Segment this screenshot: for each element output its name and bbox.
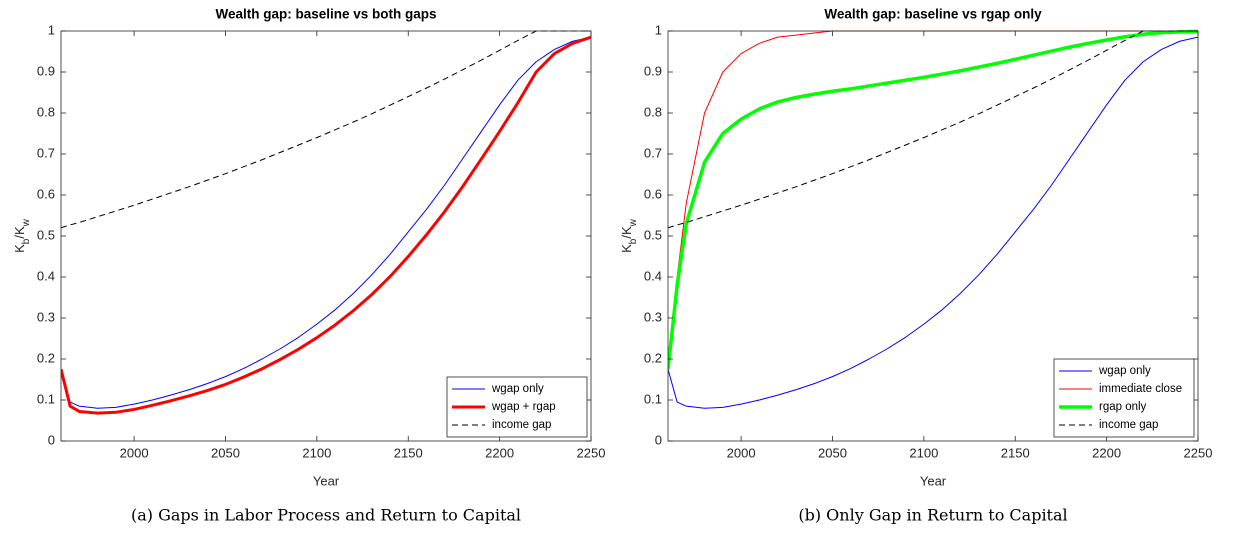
y-tick-label: 0.2 [37, 350, 55, 365]
y-tick-label: 0.7 [644, 145, 662, 160]
y-axis-label-part: /K [12, 226, 27, 239]
y-tick-label: 0.8 [644, 104, 662, 119]
y-axis-label-part: b [628, 238, 639, 244]
y-tick-label: 0.5 [644, 227, 662, 242]
legend-label: wgap only [491, 383, 544, 395]
y-tick-label: 0.3 [37, 309, 55, 324]
legend-label: wgap + rgap [491, 401, 556, 413]
y-tick-label: 0.6 [644, 186, 662, 201]
caption: (b) Only Gap in Return to Capital [798, 506, 1067, 525]
y-axis-label-part: b [21, 238, 32, 244]
x-tick-label: 2100 [909, 445, 938, 460]
y-axis-label-part: K [619, 244, 634, 253]
series-line [61, 35, 591, 415]
legend-box [1053, 358, 1195, 438]
y-tick-label: 0 [655, 432, 662, 447]
caption: (a) Gaps in Labor Process and Return to … [131, 506, 521, 525]
series-line [61, 36, 591, 409]
y-tick-label: 0.4 [644, 268, 662, 283]
x-tick-label: 2250 [577, 445, 606, 460]
x-tick-label: 2200 [485, 445, 514, 460]
y-axis-label-part: /K [619, 226, 634, 239]
y-tick-label: 0 [48, 432, 55, 447]
y-axis-label: Kb/Kw [619, 218, 638, 253]
x-tick-label: 2200 [1092, 445, 1121, 460]
y-tick-label: 1 [48, 22, 55, 37]
y-axis-label-part: w [628, 218, 639, 227]
y-axis-label-part: K [12, 244, 27, 253]
y-tick-label: 0.7 [37, 145, 55, 160]
legend-label: rgap only [1099, 401, 1147, 413]
x-tick-label: 2050 [211, 445, 240, 460]
x-tick-label: 2150 [394, 445, 423, 460]
series-line [668, 29, 1198, 370]
series-line [668, 30, 1198, 229]
y-tick-label: 0.2 [644, 350, 662, 365]
chart-title: Wealth gap: baseline vs rgap only [824, 7, 1042, 22]
y-tick-label: 0.6 [37, 186, 55, 201]
legend-label: immediate close [1099, 383, 1182, 395]
y-axis-label-part: w [21, 218, 32, 227]
x-axis-label: Year [920, 473, 947, 488]
x-tick-label: 2000 [120, 445, 149, 460]
series-line [61, 30, 591, 229]
x-axis-label: Year [313, 473, 340, 488]
x-tick-label: 2100 [302, 445, 331, 460]
y-tick-label: 0.1 [644, 391, 662, 406]
series-line [668, 36, 1198, 409]
x-tick-label: 2250 [1184, 445, 1213, 460]
chart-title: Wealth gap: baseline vs both gaps [215, 7, 436, 22]
legend-label: wgap only [1098, 365, 1151, 377]
y-tick-label: 0.8 [37, 104, 55, 119]
y-tick-label: 0.9 [37, 63, 55, 78]
y-tick-label: 0.9 [644, 63, 662, 78]
y-tick-label: 0.1 [37, 391, 55, 406]
y-tick-label: 0.3 [644, 309, 662, 324]
y-tick-label: 0.5 [37, 227, 55, 242]
plot-area [61, 30, 591, 415]
x-tick-label: 2000 [727, 445, 756, 460]
legend-label: income gap [1099, 419, 1158, 431]
legend-label: income gap [492, 419, 551, 431]
series-line [668, 30, 1198, 370]
x-tick-label: 2150 [1001, 445, 1030, 460]
x-tick-label: 2050 [818, 445, 847, 460]
y-tick-label: 1 [655, 22, 662, 37]
y-axis-label: Kb/Kw [12, 218, 31, 253]
plot-area [668, 29, 1198, 409]
y-tick-label: 0.4 [37, 268, 55, 283]
